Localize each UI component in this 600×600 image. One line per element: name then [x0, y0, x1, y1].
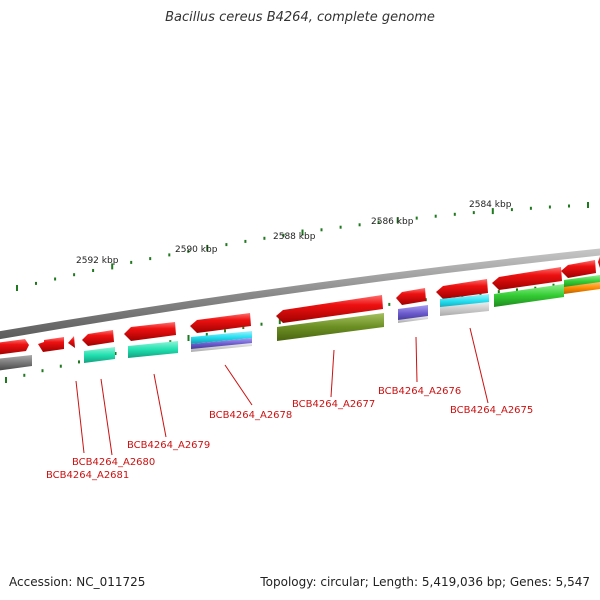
scale-label: 2592 kbp — [76, 256, 119, 266]
genome-title: Bacillus cereus B4264, complete genome — [165, 10, 435, 25]
gene-label[interactable]: BCB4264_A2680 — [72, 457, 155, 468]
cog-box — [494, 284, 564, 307]
cog-box — [128, 341, 178, 358]
cog-category-track — [0, 275, 600, 371]
genome-backbone — [0, 248, 600, 340]
gene-label[interactable]: BCB4264_A2676 — [378, 386, 461, 397]
accession-text: Accession: NC_011725 — [9, 575, 146, 589]
scale-label: 2586 kbp — [371, 217, 414, 227]
forward-gene-track — [0, 256, 600, 355]
gene-arrow[interactable] — [190, 313, 251, 333]
gene-arrow[interactable] — [68, 336, 75, 348]
gene-arrow[interactable] — [124, 322, 176, 341]
gene-arrow[interactable] — [276, 295, 383, 323]
scale-label: 2588 kbp — [273, 232, 316, 242]
scale-label: 2584 kbp — [469, 200, 512, 210]
cog-box — [0, 355, 32, 371]
cog-box — [564, 282, 600, 294]
gene-arrow[interactable] — [492, 267, 562, 290]
gene-arrow[interactable] — [396, 288, 426, 305]
leader-line — [100, 378, 113, 456]
leader-line — [224, 364, 253, 406]
gene-label[interactable]: BCB4264_A2679 — [127, 440, 210, 451]
cog-box — [277, 313, 384, 341]
cog-box — [564, 275, 600, 288]
gene-arrow[interactable] — [82, 330, 114, 346]
leader-line — [153, 373, 167, 438]
gene-label[interactable]: BCB4264_A2681 — [46, 470, 129, 481]
gene-label[interactable]: BCB4264_A2675 — [450, 405, 533, 416]
scale-label: 2590 kbp — [175, 245, 218, 255]
genome-summary-text: Topology: circular; Length: 5,419,036 bp… — [260, 575, 590, 589]
cog-box — [191, 338, 252, 350]
gene-arrow[interactable] — [436, 279, 488, 299]
gene-label-leaders — [75, 327, 489, 456]
scale-labels: 2592 kbp 2590 kbp 2588 kbp 2586 kbp 2584… — [76, 200, 512, 266]
cog-box — [440, 302, 489, 316]
gene-arrow[interactable] — [561, 260, 596, 278]
leader-line — [469, 327, 489, 404]
gene-arrow[interactable] — [0, 339, 29, 355]
gene-label[interactable]: BCB4264_A2677 — [292, 399, 375, 410]
gene-label[interactable]: BCB4264_A2678 — [209, 410, 292, 421]
cog-box — [191, 331, 252, 344]
gene-arrow[interactable] — [38, 337, 64, 352]
cog-box — [191, 343, 252, 352]
outer-scale-ticks — [16, 202, 589, 291]
cog-box — [398, 316, 428, 323]
leader-line — [415, 336, 418, 383]
gene-labels: BCB4264_A2681 BCB4264_A2680 BCB4264_A267… — [46, 386, 533, 481]
leader-line — [330, 349, 335, 398]
cog-box — [84, 347, 115, 363]
leader-line — [75, 380, 85, 454]
